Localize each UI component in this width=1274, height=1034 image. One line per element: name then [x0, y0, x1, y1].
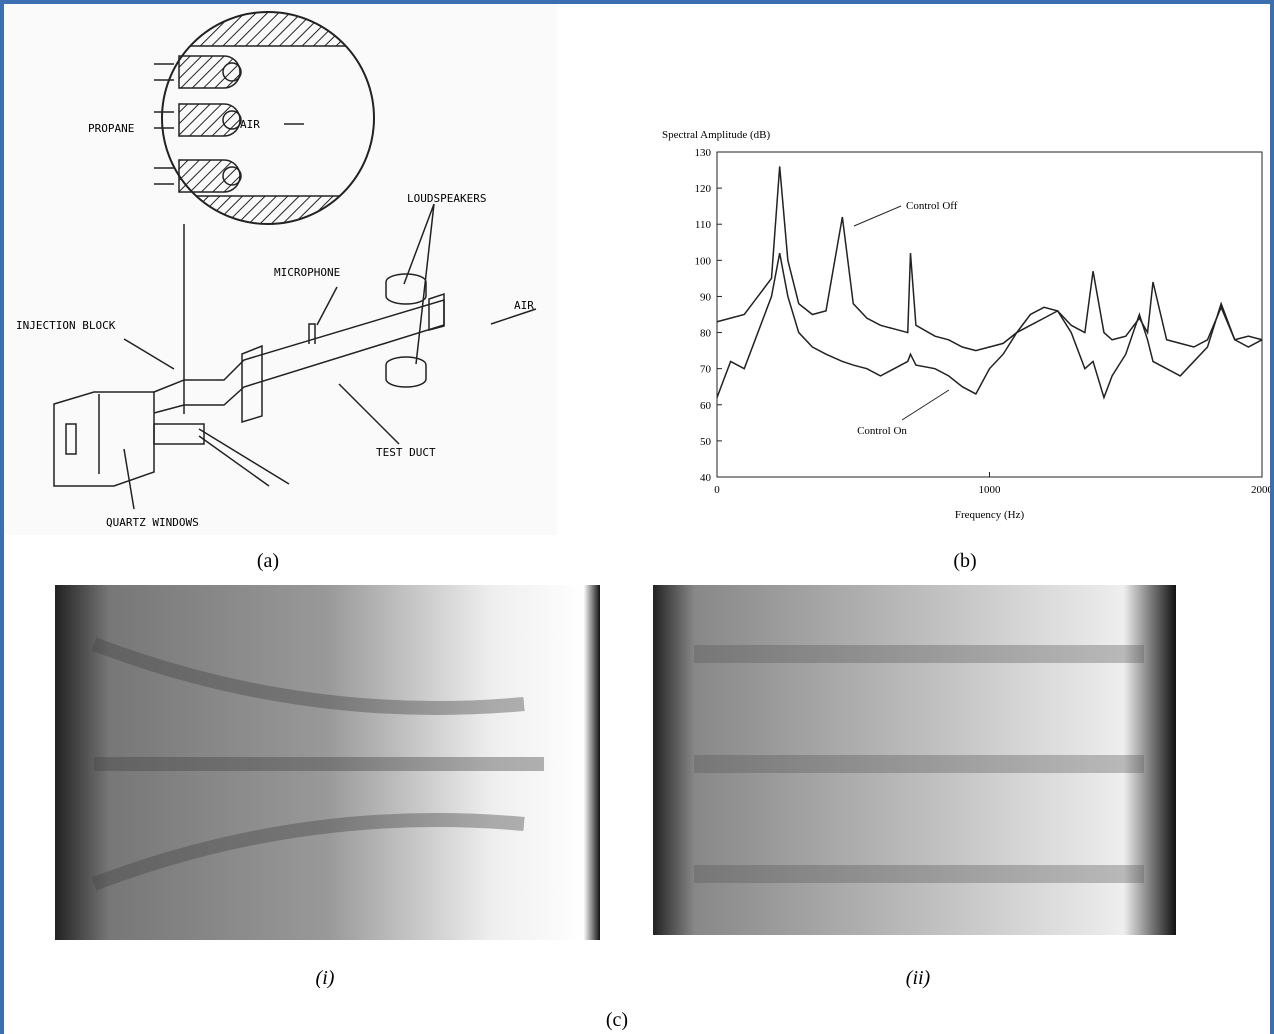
- y-tick-label: 60: [700, 400, 712, 412]
- label: TEST DUCT: [376, 446, 436, 459]
- label: PROPANE: [88, 122, 134, 135]
- x-tick-label: 1000: [979, 484, 1002, 496]
- caption: (c): [606, 1009, 628, 1031]
- series-line: [717, 166, 1262, 350]
- y-tick-label: 120: [695, 183, 712, 195]
- label: MICROPHONE: [274, 266, 340, 279]
- y-tick-label: 80: [700, 328, 712, 340]
- label: AIR: [514, 299, 534, 312]
- photo-label: (i): [316, 967, 335, 989]
- label: AIR: [240, 118, 260, 131]
- series-annotation: Control On: [857, 425, 907, 437]
- series-line: [717, 253, 1262, 397]
- caption: (a): [257, 550, 279, 572]
- y-tick-label: 130: [695, 147, 712, 159]
- y-tick-label: 50: [700, 436, 712, 448]
- annotation-arrow: [902, 390, 949, 420]
- photo: [653, 585, 1176, 935]
- photo-label: (ii): [906, 967, 931, 989]
- annotation-arrow: [854, 206, 901, 226]
- y-tick-label: 40: [700, 472, 712, 484]
- chart: 40 50 60 70 80 90 100 110 120 130 0 1000 2000 Spectra…: [662, 129, 1270, 521]
- label: INJECTION BLOCK: [16, 319, 116, 332]
- plot-frame: [717, 152, 1262, 477]
- photo: [55, 585, 600, 940]
- label: QUARTZ WINDOWS: [106, 516, 199, 529]
- y-axis-label: Spectral Amplitude (dB): [662, 129, 770, 141]
- y-tick-label: 70: [700, 364, 712, 376]
- series-annotation: Control Off: [906, 200, 958, 212]
- x-tick-label: 2000: [1251, 484, 1270, 496]
- label: LOUDSPEAKERS: [407, 192, 486, 205]
- figure: PROPANE AIR LOUDSPEAKERS MICROPHONE AIR …: [4, 4, 1270, 1034]
- caption: (b): [953, 550, 976, 572]
- y-tick-label: 110: [695, 219, 712, 231]
- page: PROPANE AIR LOUDSPEAKERS MICROPHONE AIR …: [0, 0, 1274, 1034]
- x-tick-label: 0: [714, 484, 720, 496]
- y-tick-label: 90: [700, 291, 712, 303]
- y-tick-label: 100: [695, 255, 712, 267]
- x-axis-label: Frequency (Hz): [955, 509, 1025, 521]
